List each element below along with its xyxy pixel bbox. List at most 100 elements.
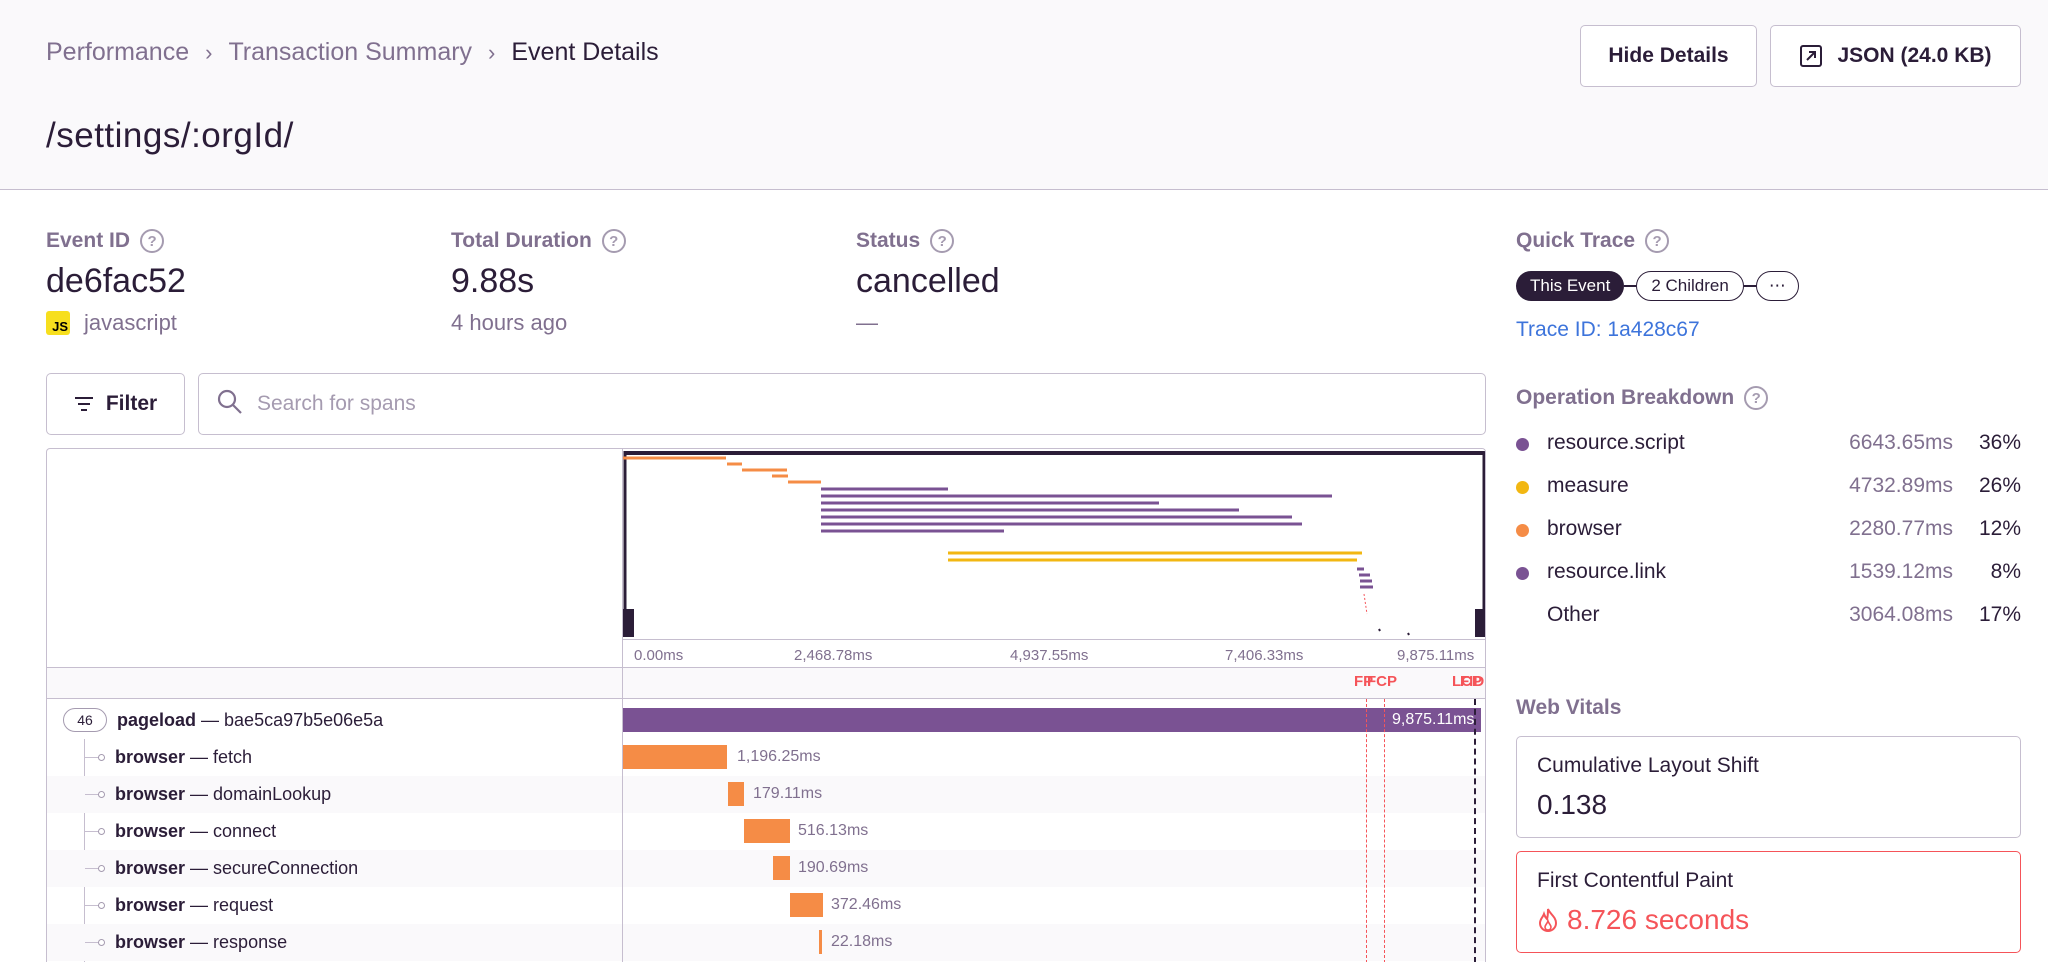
span-op: browser	[115, 747, 186, 767]
fire-icon	[1537, 907, 1559, 933]
op-duration: 6643.65ms	[1849, 431, 1953, 454]
span-row-browser-fetch[interactable]: browser — fetch 1,196.25ms	[47, 739, 1485, 776]
tick-label: 0.00ms	[634, 647, 684, 664]
platform: JS javascript	[46, 310, 177, 336]
total-duration-label: Total Duration?	[451, 229, 626, 253]
span-bar[interactable]	[773, 856, 790, 880]
series-dot	[1516, 481, 1529, 494]
fp-line	[1366, 699, 1367, 962]
span-minimap[interactable]	[622, 449, 1486, 639]
op-breakdown-row[interactable]: measure 4732.89ms 26%	[1516, 472, 2021, 502]
column-divider[interactable]	[622, 449, 623, 962]
span-row-browser-secureconnection[interactable]: browser — secureConnection 190.69ms	[47, 850, 1485, 887]
trace-id-link[interactable]: Trace ID: 1a428c67	[1516, 318, 1700, 341]
status-value: cancelled	[856, 262, 1000, 300]
fp-marker[interactable]: FP	[1354, 673, 1374, 690]
op-duration: 4732.89ms	[1849, 474, 1953, 497]
search-input[interactable]	[257, 392, 1357, 416]
json-button[interactable]: JSON (24.0 KB)	[1770, 25, 2021, 87]
filter-button-label: Filter	[105, 392, 158, 415]
event-time: 4 hours ago	[451, 310, 568, 335]
span-label: browser — connect	[115, 821, 277, 841]
series-dot	[1516, 438, 1529, 451]
platform-name: javascript	[84, 310, 177, 335]
tree-connector	[85, 831, 99, 832]
tree-connector	[85, 794, 99, 795]
span-row-browser-response[interactable]: browser — response 22.18ms	[47, 924, 1485, 961]
json-button-label: JSON (24.0 KB)	[1837, 44, 1992, 67]
op-percent: 17%	[1978, 603, 2021, 626]
vital-card-fcp[interactable]: First Contentful Paint 8.726 seconds	[1516, 851, 2021, 953]
span-op: browser	[115, 858, 186, 878]
lcp-marker[interactable]: LCP	[1452, 673, 1482, 690]
op-breakdown-row[interactable]: Other 3064.08ms 17%	[1516, 601, 2021, 631]
tree-connector	[85, 868, 99, 869]
quick-trace-more[interactable]: ⋯	[1755, 271, 1799, 301]
total-duration-value: 9.88s	[451, 262, 535, 300]
tree-connector	[85, 757, 99, 758]
status-label: Status?	[856, 229, 955, 253]
span-op: browser	[115, 821, 186, 841]
op-breakdown-row[interactable]: resource.script 6643.65ms 36%	[1516, 429, 2021, 459]
operation-breakdown-label-text: Operation Breakdown	[1516, 386, 1735, 409]
op-name: resource.link	[1547, 560, 1667, 583]
span-label: browser — response	[115, 932, 288, 952]
question-icon[interactable]: ?	[930, 229, 955, 253]
quick-trace-children[interactable]: 2 Children	[1636, 271, 1744, 301]
fcp-marker[interactable]: FCP	[1367, 673, 1397, 690]
hide-details-button[interactable]: Hide Details	[1580, 25, 1757, 87]
tree-node	[98, 902, 105, 909]
quick-trace: This Event 2 Children ⋯	[1516, 271, 1799, 301]
quick-trace-this-event[interactable]: This Event	[1516, 271, 1625, 301]
status-sub: —	[856, 310, 878, 335]
tree-node	[98, 791, 105, 798]
series-dot	[1516, 567, 1529, 580]
tree-connector	[85, 905, 99, 906]
span-bar[interactable]	[623, 708, 1481, 732]
span-duration: 22.18ms	[831, 933, 893, 950]
span-bar[interactable]	[790, 893, 823, 917]
question-icon[interactable]: ?	[1744, 386, 1769, 410]
fid-marker[interactable]: FID	[1460, 673, 1485, 690]
question-icon[interactable]: ?	[601, 229, 626, 253]
span-row-pageload[interactable]: 46 pageload — bae5ca97b5e06e5a 9,875.11m…	[47, 702, 1485, 739]
breadcrumb-transaction-summary[interactable]: Transaction Summary	[228, 38, 473, 66]
tick-label: 4,937.55ms	[1010, 647, 1089, 664]
page-title: /settings/:orgId/	[46, 116, 294, 155]
children-count-badge[interactable]: 46	[63, 708, 107, 732]
event-id-label: Event ID?	[46, 229, 165, 253]
span-row-browser-connect[interactable]: browser — connect 516.13ms	[47, 813, 1485, 850]
span-desc: response	[213, 932, 288, 952]
span-bar[interactable]	[623, 745, 727, 769]
span-bar[interactable]	[728, 782, 744, 806]
search-icon	[217, 389, 243, 420]
filter-button[interactable]: Filter	[46, 373, 185, 435]
span-duration: 179.11ms	[753, 785, 823, 802]
question-icon[interactable]: ?	[140, 229, 165, 253]
op-percent: 12%	[1978, 517, 2021, 540]
breadcrumb-performance[interactable]: Performance	[46, 38, 190, 66]
span-row-browser-request[interactable]: browser — request 372.46ms	[47, 887, 1485, 924]
span-bar[interactable]	[819, 930, 822, 954]
span-label: browser — request	[115, 895, 274, 915]
span-search[interactable]	[198, 373, 1486, 435]
span-bar[interactable]	[744, 819, 790, 843]
question-icon[interactable]: ?	[1645, 229, 1670, 253]
series-dot	[1516, 524, 1529, 537]
fcp-line	[1384, 699, 1385, 962]
breadcrumb-event-details: Event Details	[511, 38, 659, 66]
span-row-browser-domainlookup[interactable]: browser — domainLookup 179.11ms	[47, 776, 1485, 813]
vital-value: 8.726 seconds	[1567, 904, 1750, 935]
tree-node	[98, 865, 105, 872]
javascript-icon: JS	[46, 311, 70, 335]
op-percent: 8%	[1990, 560, 2021, 583]
span-desc: connect	[213, 821, 277, 841]
vital-value-row: 8.726 seconds	[1537, 904, 1749, 936]
span-desc: request	[213, 895, 274, 915]
filter-icon	[74, 396, 94, 412]
op-breakdown-row[interactable]: browser 2280.77ms 12%	[1516, 515, 2021, 545]
span-op: pageload	[117, 710, 197, 730]
op-breakdown-row[interactable]: resource.link 1539.12ms 8%	[1516, 558, 2021, 588]
vital-card-cls[interactable]: Cumulative Layout Shift 0.138	[1516, 736, 2021, 838]
trace-view: 0.00ms 2,468.78ms 4,937.55ms 7,406.33ms …	[46, 448, 1486, 962]
